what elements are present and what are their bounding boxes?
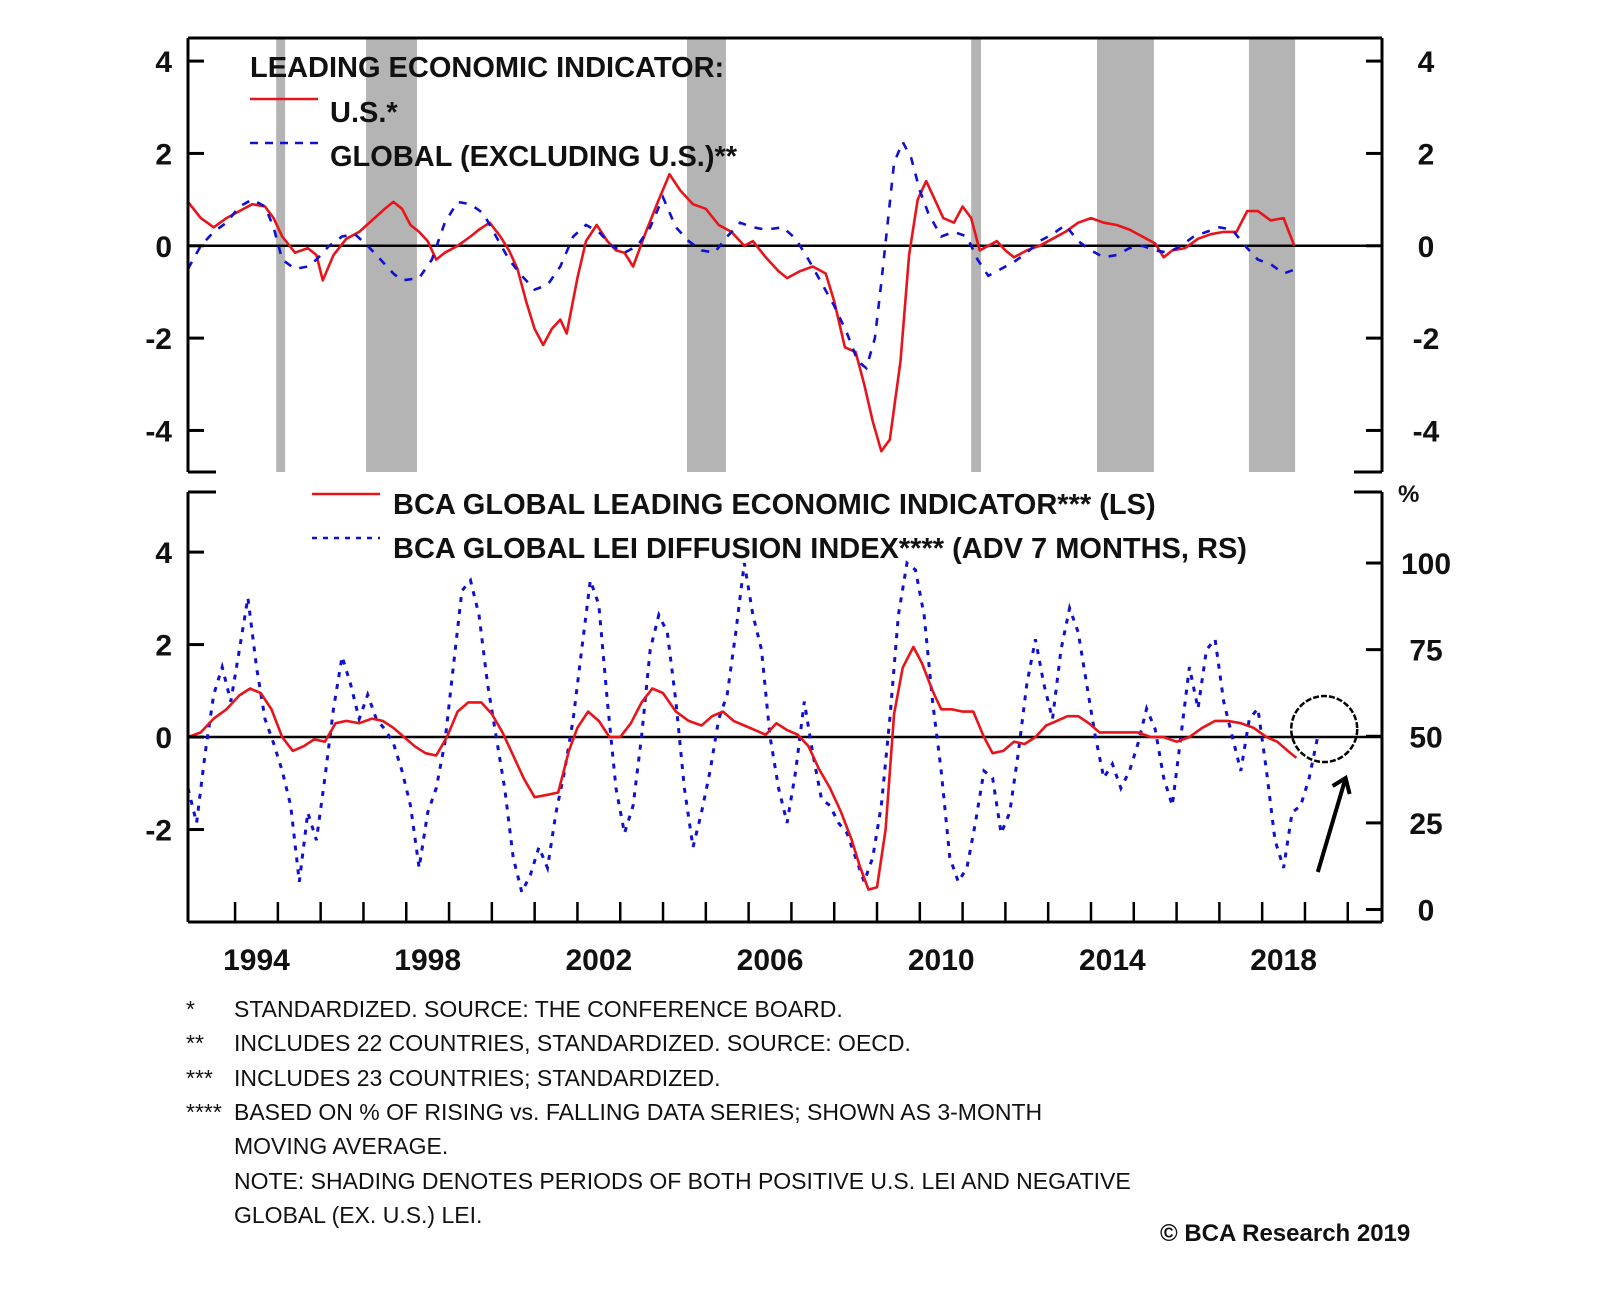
y-tick-label: 4 (155, 46, 172, 79)
footnote-text: GLOBAL (EX. U.S.) LEI. (234, 1202, 483, 1228)
footnote: ** INCLUDES 22 COUNTRIES, STANDARDIZED. S… (186, 1030, 911, 1057)
footnote: GLOBAL (EX. U.S.) LEI. (186, 1202, 482, 1229)
footnote-text: MOVING AVERAGE. (234, 1133, 449, 1159)
y-tick-label: 2 (155, 630, 172, 663)
diffusion-index-line (186, 560, 1320, 897)
footnote-mark: *** (186, 1065, 213, 1091)
y-tick-label: 0 (155, 231, 172, 264)
footnote: **** BASED ON % OF RISING vs. FALLING DAT… (186, 1099, 1042, 1126)
y-tick-label: 0 (1418, 895, 1435, 928)
x-tick-label: 2006 (737, 944, 804, 977)
y-tick-label: 4 (1418, 46, 1435, 79)
x-tick-label: 2018 (1250, 944, 1317, 977)
footnote-text: INCLUDES 23 COUNTRIES; STANDARDIZED. (234, 1065, 721, 1091)
right-axis-unit: % (1398, 481, 1419, 508)
top-panel: 4 2 0 -2 -4 4 2 0 -2 -4 LEADING ECONOMIC INDICAT… (145, 36, 1440, 474)
bottom-left-axis: 4 2 0 -2 (145, 537, 204, 848)
y-tick-label: 0 (1418, 231, 1435, 264)
x-tick-label: 1998 (394, 944, 461, 977)
footnote: MOVING AVERAGE. (186, 1133, 448, 1160)
top-frame (186, 36, 1384, 474)
legend-global-label: GLOBAL (EXCLUDING U.S.)** (330, 141, 738, 173)
bottom-right-axis: 100 75 50 25 0 (1366, 548, 1451, 928)
bca-global-lei-line (187, 645, 1298, 891)
y-tick-label: -4 (1413, 415, 1440, 448)
y-tick-label: 2 (155, 138, 172, 171)
x-tick-label: 2014 (1079, 944, 1146, 977)
shaded-period (366, 38, 417, 472)
y-tick-label: 50 (1409, 721, 1442, 754)
y-tick-label: 75 (1409, 635, 1442, 668)
x-tick-label: 1994 (223, 944, 290, 977)
legend-diffusion-label: BCA GLOBAL LEI DIFFUSION INDEX**** (ADV … (393, 533, 1247, 565)
footnote-text: STANDARDIZED. SOURCE: THE CONFERENCE BOA… (234, 996, 843, 1022)
arrow-shaft (1315, 777, 1348, 873)
shaded-period (1096, 38, 1154, 472)
footnote-mark: ** (186, 1030, 204, 1056)
legend-us-label: U.S.* (330, 97, 398, 129)
y-tick-label: -2 (145, 815, 172, 848)
x-tick-label: 2002 (565, 944, 632, 977)
arrow-head (1331, 774, 1352, 795)
footnote: *** INCLUDES 23 COUNTRIES; STANDARDIZED. (186, 1065, 720, 1092)
y-tick-label: -2 (1413, 323, 1440, 356)
x-axis: 1994 1998 2002 2006 2010 2014 2018 (223, 902, 1350, 977)
y-tick-label: 2 (1418, 138, 1435, 171)
footnote-mark: **** (186, 1099, 222, 1125)
global-lei-line (186, 138, 1297, 371)
shaded-period (276, 38, 286, 472)
footnote-mark: * (186, 996, 195, 1022)
legend-bca-lei-label: BCA GLOBAL LEADING ECONOMIC INDICATOR***… (393, 489, 1156, 521)
bottom-panel: 4 2 0 -2 100 75 50 25 0 1994 1998 2002 2006 2010 201… (145, 481, 1451, 977)
y-tick-label: -2 (145, 323, 172, 356)
copyright: © BCA Research 2019 (1160, 1220, 1411, 1247)
shaded-period (686, 38, 726, 472)
footnote-text: INCLUDES 22 COUNTRIES, STANDARDIZED. SOU… (234, 1030, 911, 1056)
y-tick-label: 25 (1409, 808, 1442, 841)
y-tick-label: -4 (145, 415, 172, 448)
top-legend-title: LEADING ECONOMIC INDICATOR: (250, 52, 724, 84)
y-tick-label: 100 (1401, 548, 1451, 581)
footnote-text: NOTE: SHADING DENOTES PERIODS OF BOTH PO… (234, 1168, 1131, 1194)
y-tick-label: 0 (155, 722, 172, 755)
footnote-text: BASED ON % OF RISING vs. FALLING DATA SE… (234, 1099, 1043, 1125)
y-tick-label: 4 (155, 537, 172, 570)
shaded-period (971, 38, 982, 472)
top-left-axis: 4 2 0 -2 -4 (145, 46, 204, 448)
x-tick-label: 2010 (908, 944, 975, 977)
footnote: NOTE: SHADING DENOTES PERIODS OF BOTH PO… (186, 1168, 1131, 1195)
top-right-axis: 4 2 0 -2 -4 (1366, 46, 1440, 448)
arrow-icon (1315, 774, 1352, 873)
highlight-circle (1289, 694, 1359, 764)
shaded-period (1248, 38, 1296, 472)
footnote: * STANDARDIZED. SOURCE: THE CONFERENCE BO… (186, 996, 843, 1023)
shading-group (276, 38, 1296, 472)
